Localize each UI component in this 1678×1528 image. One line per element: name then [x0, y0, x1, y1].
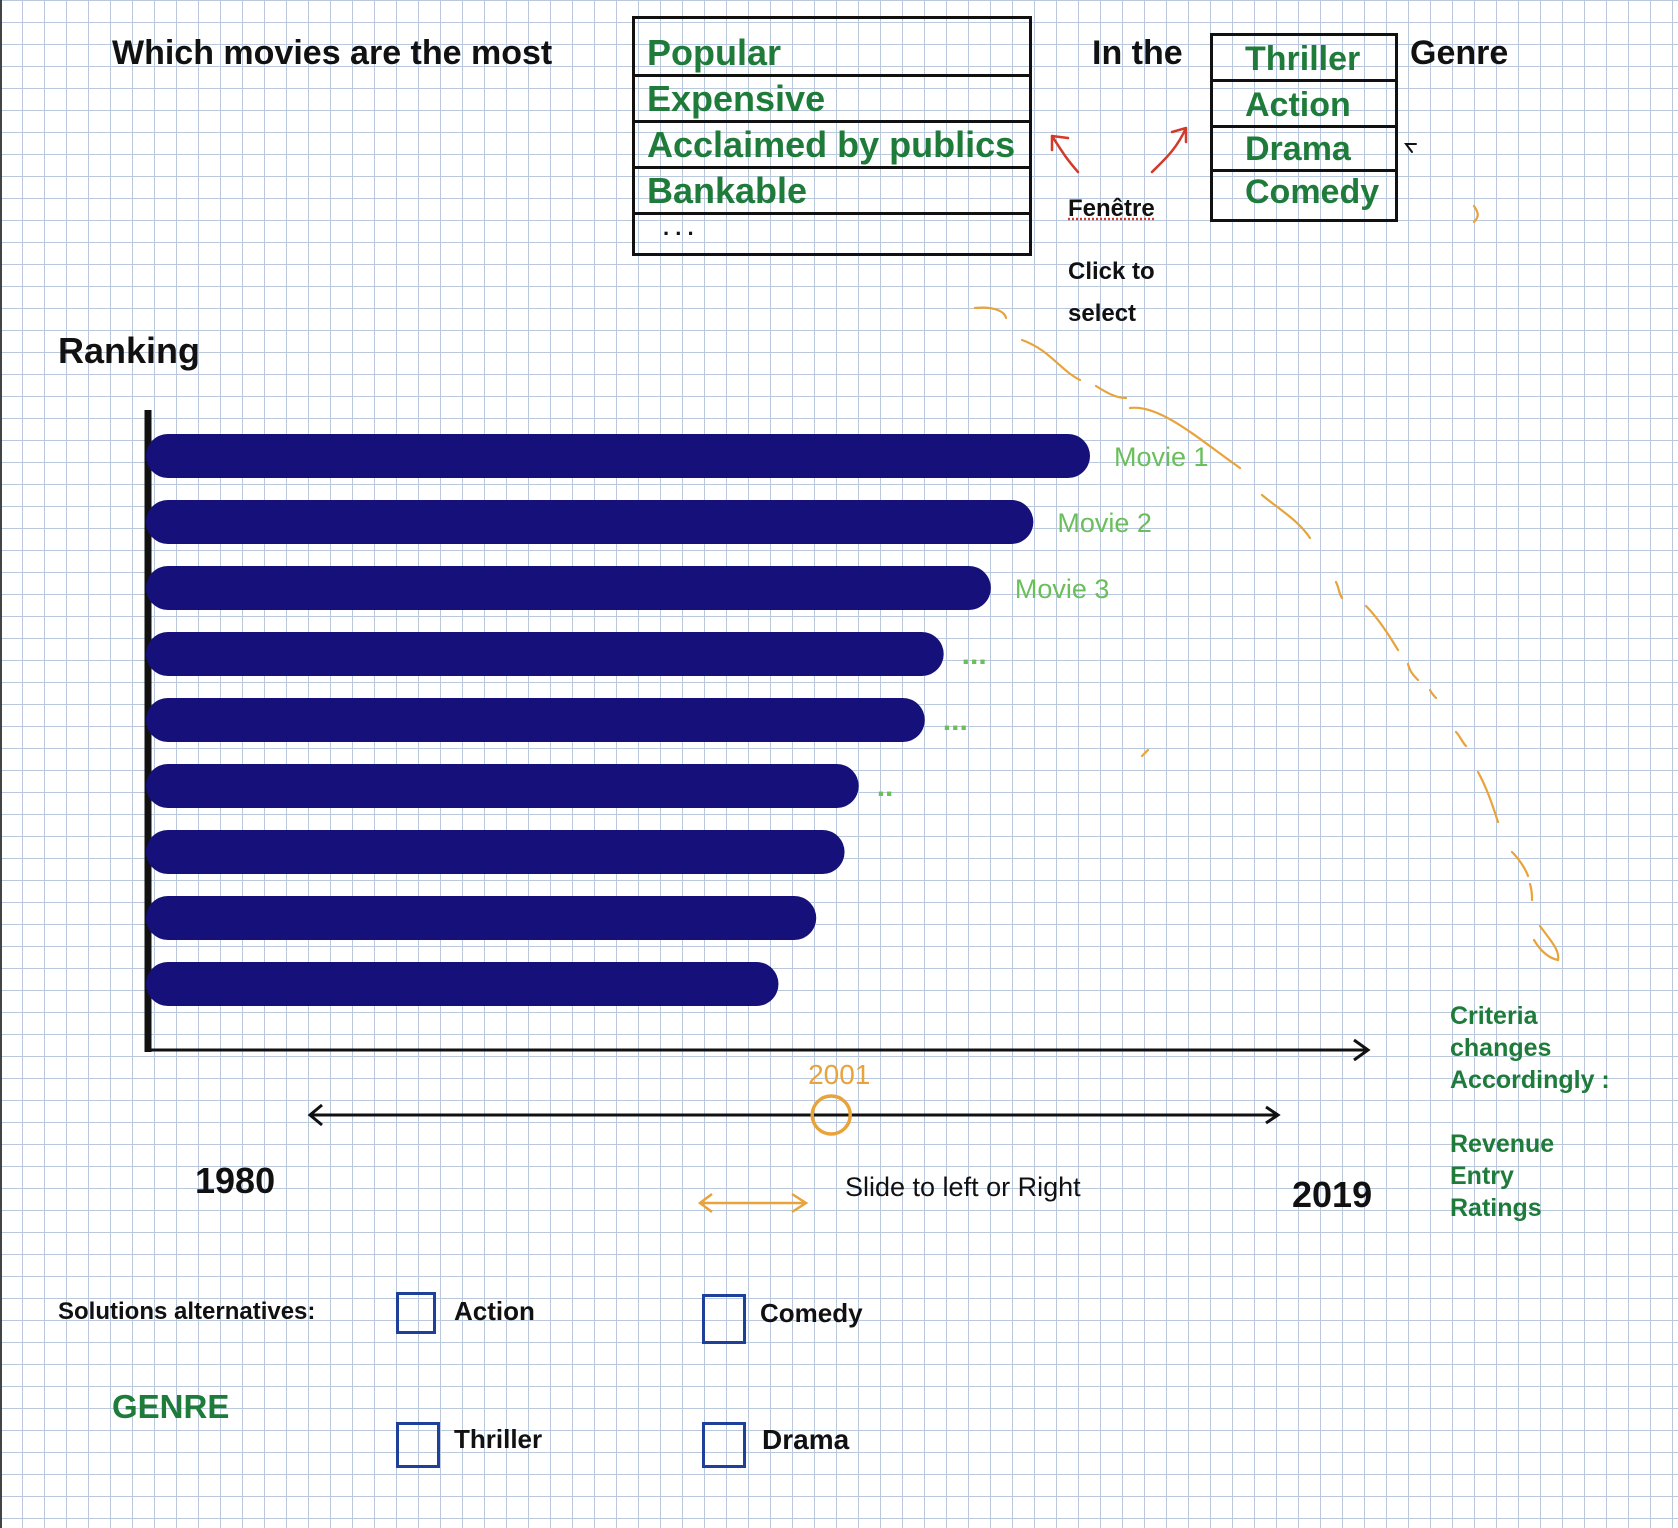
criteria-example-entry: Entry — [1450, 1162, 1514, 1190]
slide-hint-arrow-icon — [697, 1192, 809, 1214]
checkbox-action-label: Action — [454, 1296, 535, 1326]
genre-option-action[interactable]: Action — [1213, 82, 1395, 128]
slide-hint-text: Slide to left or Right — [845, 1172, 1081, 1202]
bar-6 — [146, 764, 859, 808]
bar-label-2: Movie 2 — [1057, 508, 1152, 538]
bar-3 — [146, 566, 991, 610]
slider-min-label: 1980 — [195, 1160, 276, 1201]
select-note: select — [1068, 300, 1137, 327]
bar-9 — [146, 962, 779, 1006]
checkbox-thriller[interactable] — [396, 1422, 440, 1468]
x-axis-arrow-icon — [1353, 1038, 1371, 1062]
checkbox-action[interactable] — [396, 1292, 436, 1334]
criteria-example-ratings: Ratings — [1450, 1194, 1542, 1222]
genre-dropdown[interactable]: Thriller Action Drama Comedy — [1210, 33, 1398, 222]
year-slider-value-label: 2001 — [808, 1059, 870, 1090]
genre-text: Genre — [1410, 34, 1509, 72]
genre-option-drama[interactable]: Drama — [1213, 128, 1395, 172]
checkbox-drama-label: Drama — [762, 1424, 850, 1455]
bar-4 — [146, 632, 944, 676]
criteria-option-popular[interactable]: Popular — [635, 19, 1029, 77]
bar-label-1: Movie 1 — [1114, 442, 1209, 472]
bar-labels-group: Movie 1 Movie 2 Movie 3........ — [877, 442, 1209, 803]
criteria-changes-line-1: Criteria — [1450, 1002, 1538, 1030]
bar-2 — [146, 500, 1034, 544]
criteria-option-acclaimed[interactable]: Acclaimed by publics — [635, 123, 1029, 169]
year-slider-right-arrow-icon — [1265, 1105, 1281, 1125]
alternatives-title: Solutions alternatives: — [58, 1298, 316, 1325]
year-slider-left-arrow-icon — [307, 1103, 323, 1127]
checkbox-thriller-label: Thriller — [454, 1424, 543, 1454]
alternatives-subtitle: GENRE — [112, 1388, 230, 1425]
checkbox-comedy-label: Comedy — [760, 1298, 863, 1328]
genre-option-comedy[interactable]: Comedy — [1245, 173, 1380, 211]
criteria-option-expensive[interactable]: Expensive — [635, 77, 1029, 123]
criteria-example-revenue: Revenue — [1450, 1130, 1555, 1158]
bar-5 — [146, 698, 925, 742]
criteria-option-bankable[interactable]: Bankable — [635, 169, 1029, 215]
checkbox-comedy[interactable] — [702, 1294, 746, 1344]
question-text: Which movies are the most — [112, 34, 553, 72]
slider-max-label: 2019 — [1292, 1174, 1373, 1215]
fenetre-note: Fenêtre — [1068, 195, 1155, 222]
criteria-examples-note: Revenue Entry Ratings — [1450, 1128, 1554, 1224]
chart-y-label: Ranking — [58, 330, 201, 371]
criteria-changes-note: Criteria changes Accordingly : — [1450, 1000, 1610, 1096]
red-arrow-left-icon — [1050, 134, 1080, 174]
genre-option-thriller[interactable]: Thriller — [1213, 36, 1395, 82]
criteria-option-more[interactable]: . . . — [663, 215, 694, 240]
bars-group — [146, 434, 1090, 1006]
bar-label-3: Movie 3 — [1015, 574, 1110, 604]
small-pointer-icon — [1404, 143, 1417, 153]
criteria-changes-line-2: changes — [1450, 1034, 1552, 1062]
in-the-text: In the — [1092, 34, 1183, 72]
bar-7 — [146, 830, 845, 874]
bar-label-6: .. — [877, 770, 894, 803]
year-slider-thumb[interactable] — [810, 1094, 852, 1136]
checkbox-drama[interactable] — [702, 1422, 746, 1468]
orange-guide-strokes — [973, 204, 1560, 962]
red-arrow-right-icon — [1150, 126, 1188, 174]
criteria-changes-line-3: Accordingly : — [1450, 1066, 1610, 1094]
page-left-border — [0, 0, 2, 1528]
criteria-dropdown[interactable]: Popular Expensive Acclaimed by publics B… — [632, 16, 1032, 256]
bar-8 — [146, 896, 817, 940]
click-to-note: Click to — [1068, 258, 1155, 285]
annotation-strokes — [973, 126, 1560, 962]
bar-label-5: ... — [943, 704, 968, 737]
bar-label-4: ... — [962, 638, 987, 671]
bar-1 — [146, 434, 1090, 478]
